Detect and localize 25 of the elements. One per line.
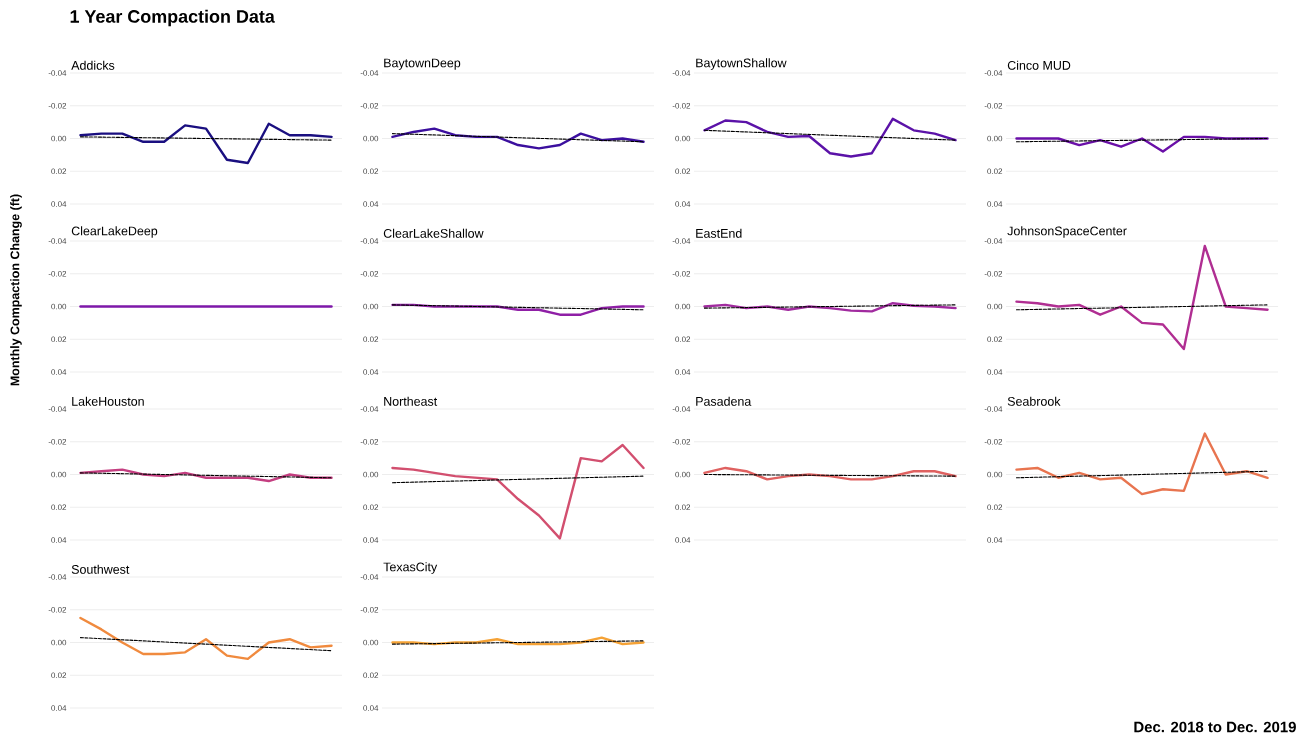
line-series	[79, 122, 333, 165]
line-series	[703, 302, 957, 313]
text: 1 Year Compaction Data	[70, 9, 275, 27]
line-series	[1015, 244, 1269, 351]
text: Monthly Compaction Change (ft)	[10, 194, 22, 386]
chart-title: BaytownShallow	[696, 58, 787, 70]
chart-title: Northeast	[384, 396, 438, 406]
line-series	[703, 117, 957, 158]
chart-title: JohnsonSpaceCenter	[1007, 226, 1127, 238]
chart-title: Southwest	[71, 564, 130, 574]
chart-title: Pasadena	[696, 396, 752, 406]
chart-title: Cinco MUD	[1007, 60, 1071, 70]
chart-title: LakeHouston	[72, 396, 144, 406]
line-series	[391, 127, 645, 150]
chart-title: Addicks	[71, 60, 115, 70]
line-series	[703, 466, 957, 481]
chart-title: Seabrook	[1007, 396, 1061, 406]
line-series	[79, 616, 333, 661]
chart-title: EastEnd	[696, 228, 742, 238]
line-series	[1015, 432, 1269, 496]
chart-title: TexasCity	[383, 562, 438, 574]
text: Dec. 2018 to Dec. 2019	[1134, 721, 1296, 733]
chart-title: BaytownDeep	[384, 58, 461, 70]
chart-title: ClearLakeShallow	[383, 228, 484, 238]
chart-title: ClearLakeDeep	[71, 226, 158, 238]
